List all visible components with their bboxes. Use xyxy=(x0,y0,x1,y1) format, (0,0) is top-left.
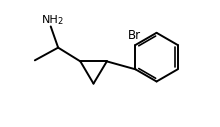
Text: 2: 2 xyxy=(57,17,62,26)
Text: Br: Br xyxy=(128,29,141,42)
Text: NH: NH xyxy=(42,15,59,25)
